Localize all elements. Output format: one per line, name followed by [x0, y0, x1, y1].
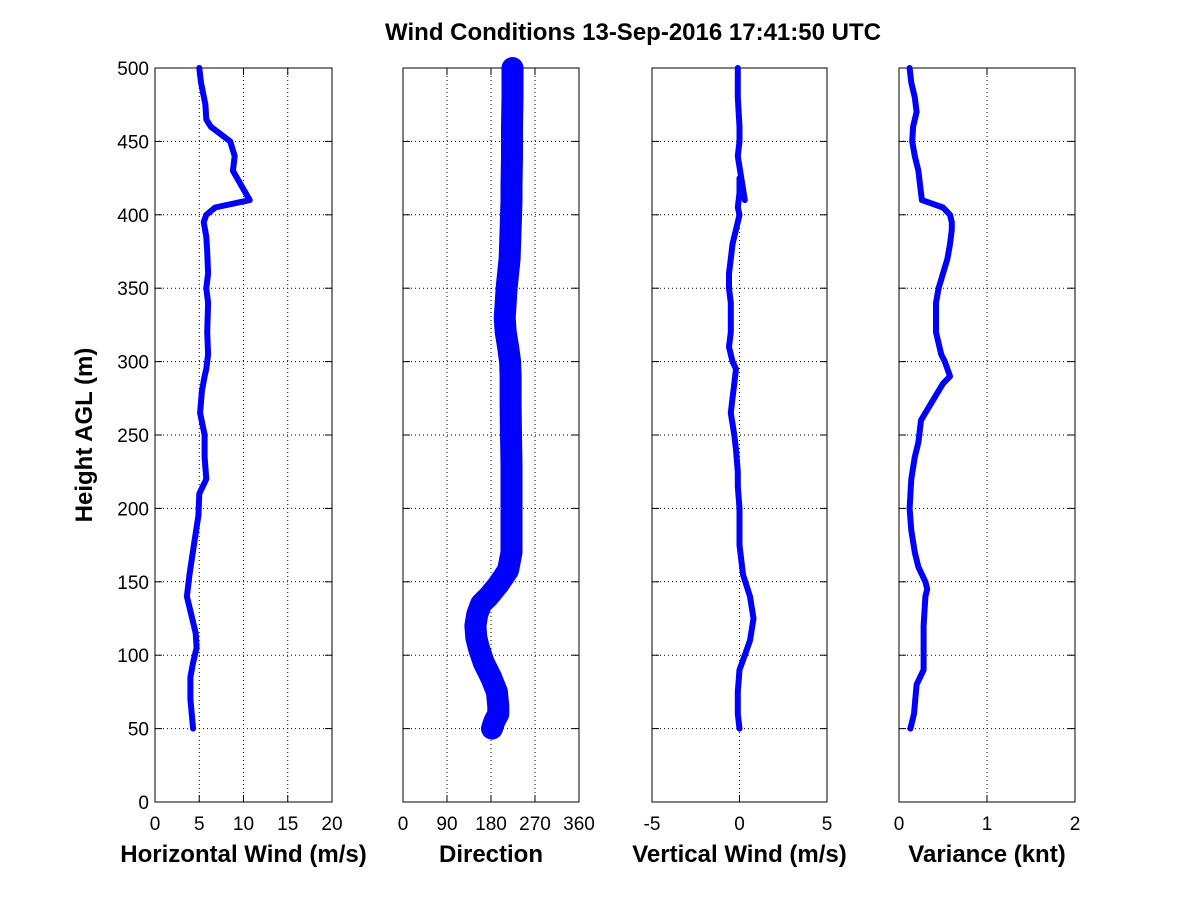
horizontal-wind-panel: 0 50 100 150 200 250 300 350 400 450 500 0 5 10 15 20 Ho… [117, 59, 366, 868]
horizontal-wind-y-tick-label: 500 [117, 59, 149, 80]
horizontal-wind-y-tick-label: 300 [117, 353, 149, 374]
vertical-wind-panel: -5 0 5 Vertical Wind (m/s) [632, 65, 847, 868]
direction-x-axis-label: Direction [439, 841, 543, 868]
horizontal-wind-x-tick-label: 15 [277, 814, 298, 835]
horizontal-wind-x-tick-label: 10 [233, 814, 254, 835]
horizontal-wind-y-tick-label: 150 [117, 573, 149, 594]
direction-x-tick-label: 360 [563, 814, 595, 835]
horizontal-wind-y-tick-label: 200 [117, 499, 149, 520]
vertical-wind-x-tick-label: 5 [822, 814, 833, 835]
horizontal-wind-y-tick-label: 450 [117, 132, 149, 153]
horizontal-wind-x-tick-label: 0 [150, 814, 161, 835]
horizontal-wind-y-tick-label: 0 [138, 793, 149, 814]
horizontal-wind-profile-line [183, 65, 253, 732]
direction-panel: 0 90 180 270 360 Direction [398, 57, 595, 868]
horizontal-wind-x-tick-label: 20 [321, 814, 342, 835]
vertical-wind-profile-line [726, 65, 757, 732]
y-axis-label: Height AGL (m) [71, 348, 98, 523]
horizontal-wind-x-axis-label: Horizontal Wind (m/s) [120, 841, 366, 868]
horizontal-wind-y-tick-label: 400 [117, 206, 149, 227]
variance-profile-line [906, 65, 955, 732]
horizontal-wind-y-tick-label: 250 [117, 426, 149, 447]
direction-x-tick-label: 0 [398, 814, 409, 835]
direction-profile-line [464, 57, 524, 740]
figure-title: Wind Conditions 13-Sep-2016 17:41:50 UTC [385, 19, 881, 46]
variance-x-axis-label: Variance (knt) [908, 841, 1065, 868]
variance-x-tick-label: 0 [894, 814, 905, 835]
variance-x-tick-label: 2 [1070, 814, 1081, 835]
direction-x-tick-label: 180 [475, 814, 507, 835]
horizontal-wind-y-tick-label: 100 [117, 646, 149, 667]
horizontal-wind-y-tick-label: 350 [117, 279, 149, 300]
horizontal-wind-y-tick-label: 50 [128, 720, 149, 741]
vertical-wind-x-axis-label: Vertical Wind (m/s) [632, 841, 847, 868]
variance-x-tick-label: 1 [982, 814, 993, 835]
direction-x-tick-label: 90 [436, 814, 457, 835]
vertical-wind-x-tick-label: 0 [734, 814, 745, 835]
vertical-wind-x-tick-label: -5 [644, 814, 661, 835]
direction-x-tick-label: 270 [519, 814, 551, 835]
horizontal-wind-x-tick-label: 5 [194, 814, 205, 835]
